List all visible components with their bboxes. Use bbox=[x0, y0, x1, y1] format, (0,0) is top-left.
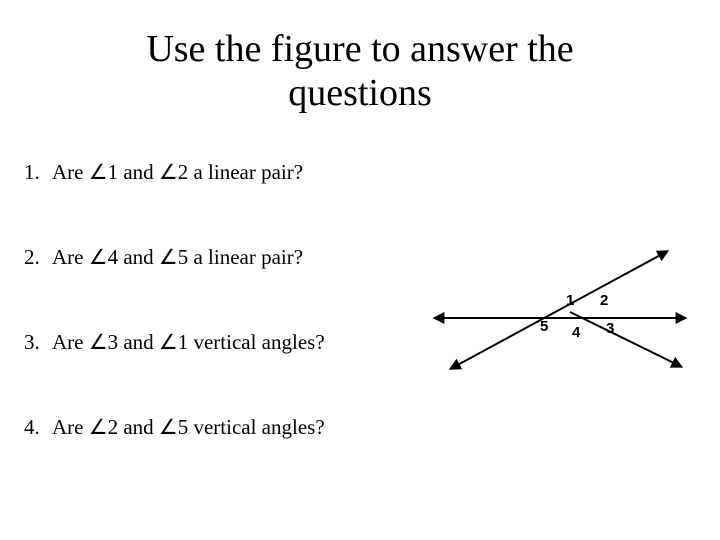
question-text: Are ∠4 and ∠5 a linear pair? bbox=[52, 245, 303, 270]
question-number: 4. bbox=[24, 415, 52, 440]
figure-angle-label: 4 bbox=[572, 324, 580, 341]
question-item: 2. Are ∠4 and ∠5 a linear pair? bbox=[24, 245, 325, 270]
angle-icon: ∠ bbox=[89, 330, 108, 354]
angle-icon: ∠ bbox=[159, 415, 178, 439]
question-item: 4. Are ∠2 and ∠5 vertical angles? bbox=[24, 415, 325, 440]
figure-svg bbox=[430, 240, 690, 380]
title-line-2: questions bbox=[288, 72, 432, 114]
angle-icon: ∠ bbox=[89, 245, 108, 269]
figure-angle-label: 3 bbox=[606, 320, 614, 337]
angle-figure: 1 2 3 4 5 bbox=[430, 240, 690, 380]
angle-icon: ∠ bbox=[159, 160, 178, 184]
question-text: Are ∠2 and ∠5 vertical angles? bbox=[52, 415, 325, 440]
figure-angle-label: 5 bbox=[540, 318, 548, 335]
question-number: 1. bbox=[24, 160, 52, 185]
question-number: 2. bbox=[24, 245, 52, 270]
figure-angle-label: 1 bbox=[566, 292, 574, 309]
question-item: 1. Are ∠1 and ∠2 a linear pair? bbox=[24, 160, 325, 185]
figure-angle-label: 2 bbox=[600, 292, 608, 309]
angle-icon: ∠ bbox=[89, 160, 108, 184]
question-text: Are ∠3 and ∠1 vertical angles? bbox=[52, 330, 325, 355]
title-line-1: Use the figure to answer the bbox=[146, 28, 573, 70]
question-list: 1. Are ∠1 and ∠2 a linear pair? 2. Are ∠… bbox=[24, 160, 325, 500]
question-text: Are ∠1 and ∠2 a linear pair? bbox=[52, 160, 303, 185]
angle-icon: ∠ bbox=[89, 415, 108, 439]
angle-icon: ∠ bbox=[159, 245, 178, 269]
question-item: 3. Are ∠3 and ∠1 vertical angles? bbox=[24, 330, 325, 355]
question-number: 3. bbox=[24, 330, 52, 355]
angle-icon: ∠ bbox=[159, 330, 178, 354]
page-title: Use the figure to answer the questions bbox=[0, 0, 720, 115]
